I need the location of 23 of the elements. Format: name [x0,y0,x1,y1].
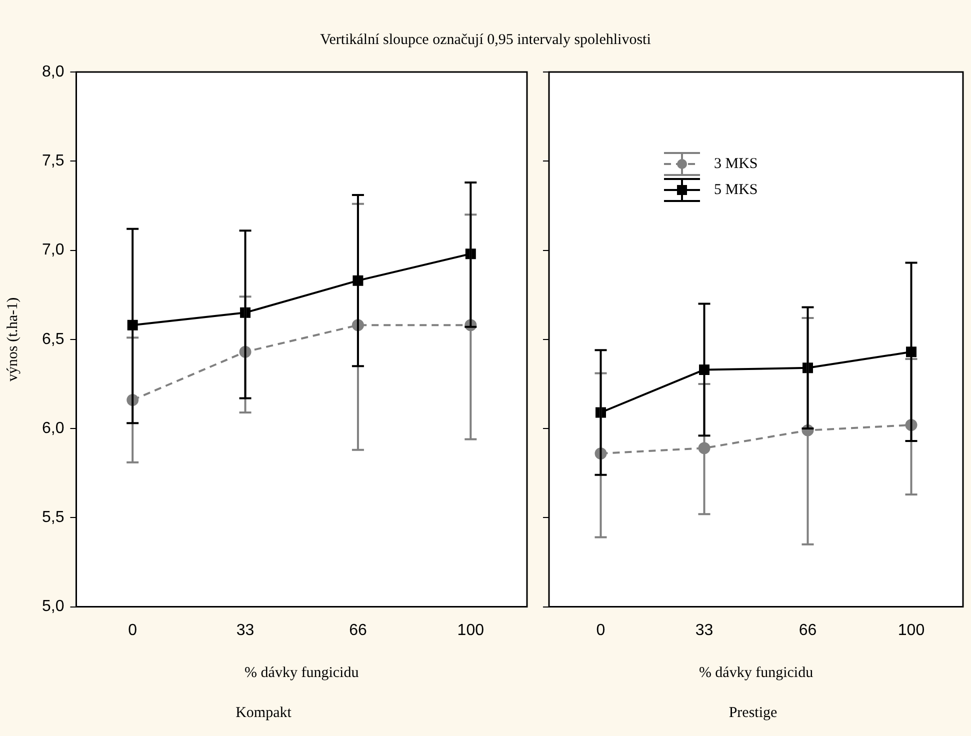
legend-label: 5 MKS [714,182,758,198]
text: Prestige [728,704,778,721]
x-tick-label: 33 [695,622,714,639]
y-tick-label: 7,5 [42,152,64,170]
x-axis-title: % dávky fungicidu [698,664,814,681]
y-tick-label: 5,0 [42,598,64,616]
y-tick-label: 6,0 [42,420,64,437]
text: Kompakt [236,704,292,721]
x-axis-title: % dávky fungicidu [244,664,360,681]
y-tick-label: 5,5 [42,509,64,526]
x-tick-label: 66 [349,622,367,639]
x-tick-label: 100 [898,622,925,639]
legend-label: 3 MKS [714,156,758,172]
x-tick-label: 100 [457,622,484,639]
y-axis-title: výnos (t.ha-1) [4,297,21,382]
chart-title: Vertikální sloupce označují 0,95 intervaly spolehlivosti [319,32,652,49]
x-tick-label: 0 [596,622,606,639]
y-tick-label: 6,5 [42,330,64,348]
x-tick-label: 0 [128,622,138,639]
x-tick-label: 33 [236,622,254,639]
y-tick-label: 7,0 [42,242,64,259]
y-tick-label: 8,0 [42,63,64,80]
x-tick-label: 66 [798,622,817,639]
